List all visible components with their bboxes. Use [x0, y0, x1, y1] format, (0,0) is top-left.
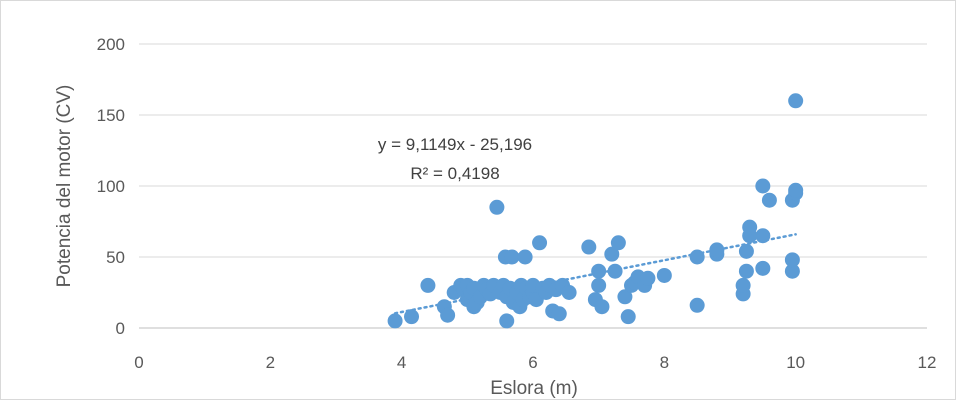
y-tick-label-50: 50 — [106, 248, 125, 267]
y-tick-label-100: 100 — [97, 177, 125, 196]
data-point — [420, 277, 436, 293]
data-point — [617, 289, 633, 305]
data-point — [440, 307, 456, 323]
data-point — [788, 93, 804, 109]
data-point — [607, 263, 623, 279]
data-point — [742, 219, 758, 235]
data-point — [604, 246, 620, 262]
data-point — [738, 243, 754, 259]
data-point — [788, 182, 804, 198]
data-point — [499, 313, 515, 329]
x-tick-label-12: 12 — [918, 353, 937, 372]
data-point — [689, 297, 705, 313]
data-point — [761, 192, 777, 208]
data-point — [784, 263, 800, 279]
data-point — [709, 242, 725, 258]
x-axis-title: Eslora (m) — [490, 378, 578, 399]
x-tick-label-0: 0 — [134, 353, 143, 372]
data-point — [735, 277, 751, 293]
x-tick-label-2: 2 — [266, 353, 275, 372]
data-point — [610, 235, 626, 251]
data-point — [504, 249, 520, 265]
x-tick-label-8: 8 — [660, 353, 669, 372]
data-point — [689, 249, 705, 265]
data-point — [532, 235, 548, 251]
data-point — [551, 306, 567, 322]
data-point — [517, 249, 533, 265]
data-point — [594, 299, 610, 315]
data-point — [561, 285, 577, 300]
trendline-equation: y = 9,1149x - 25,196 — [378, 135, 532, 154]
data-point — [784, 252, 800, 268]
data-point — [640, 270, 656, 286]
data-point — [591, 277, 607, 293]
data-point — [591, 263, 607, 279]
data-point — [755, 228, 771, 244]
data-point — [581, 239, 597, 255]
data-point — [620, 309, 636, 325]
x-tick-label-10: 10 — [786, 353, 805, 372]
data-point — [489, 199, 505, 215]
data-point — [656, 267, 672, 283]
y-tick-label-150: 150 — [97, 106, 125, 125]
y-tick-label-200: 200 — [97, 35, 125, 54]
data-point — [755, 260, 771, 276]
data-point — [738, 263, 754, 279]
data-points — [387, 93, 804, 329]
y-tick-label-0: 0 — [116, 319, 125, 338]
data-point — [404, 309, 420, 325]
x-tick-label-6: 6 — [528, 353, 537, 372]
y-axis-title: Potencia del motor (CV) — [54, 85, 75, 288]
x-tick-label-4: 4 — [397, 353, 406, 372]
data-point — [387, 313, 403, 329]
trendline-r2: R² = 0,4198 — [410, 164, 499, 183]
tick-labels: 0 50 100 150 200 0 2 4 6 8 10 12 — [97, 35, 937, 372]
data-point — [755, 178, 771, 194]
